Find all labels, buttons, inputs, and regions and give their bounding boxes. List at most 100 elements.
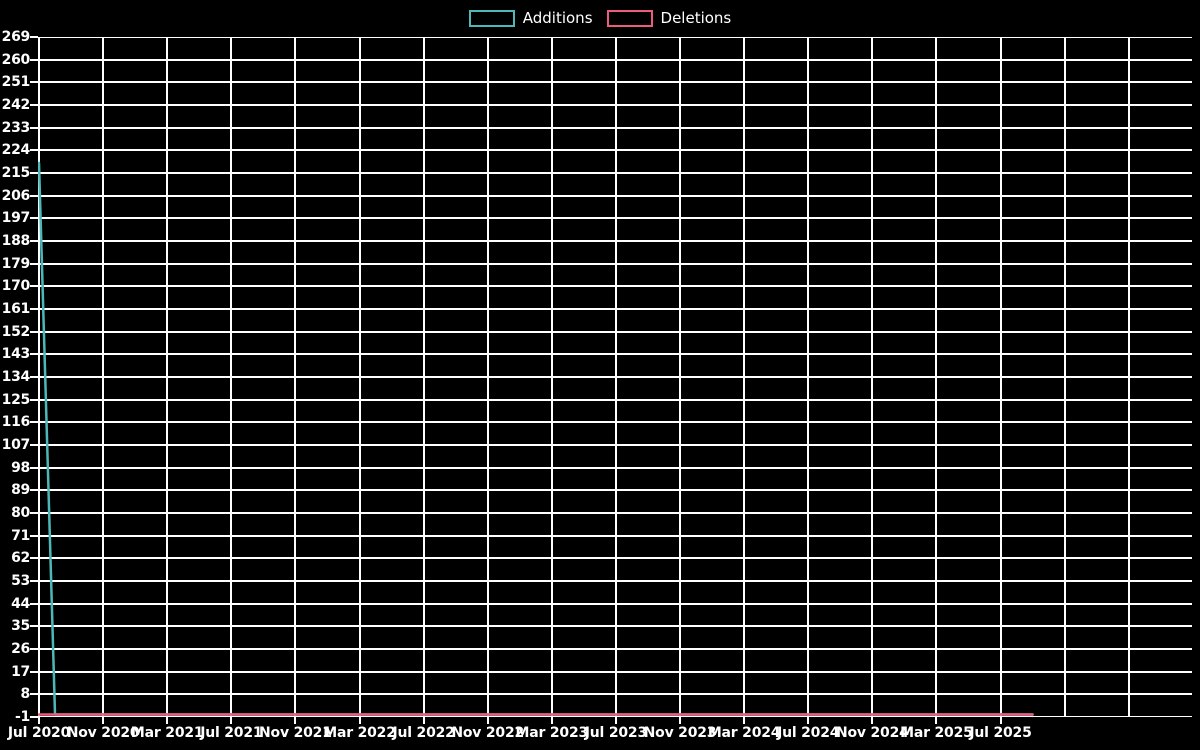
x-tick-mark xyxy=(166,717,169,724)
y-tick-mark xyxy=(30,376,38,378)
legend-label-deletions: Deletions xyxy=(660,8,732,27)
y-tick-mark xyxy=(30,353,38,356)
x-tick-label: Jul 2025 xyxy=(969,725,1032,741)
y-tick-label: 107 xyxy=(1,437,31,453)
x-tick-label: Mar 2021 xyxy=(130,725,204,741)
legend-entry-additions[interactable]: Additions xyxy=(468,8,593,27)
y-tick-mark xyxy=(30,602,38,605)
x-tick-label: Nov 2024 xyxy=(835,725,909,741)
y-tick-mark xyxy=(30,217,38,220)
gridline-vertical xyxy=(38,37,40,717)
gridline-vertical xyxy=(166,37,169,717)
gridline-vertical xyxy=(679,37,681,717)
y-tick-label: 17 xyxy=(11,663,30,680)
legend-label-additions: Additions xyxy=(522,8,593,27)
gridline-vertical xyxy=(743,37,746,717)
y-tick-label: 116 xyxy=(1,414,31,431)
x-tick-mark xyxy=(871,717,874,724)
y-tick-mark xyxy=(30,126,38,129)
y-tick-label: 44 xyxy=(11,595,30,612)
gridline-vertical xyxy=(294,37,297,717)
y-tick-mark xyxy=(30,716,38,718)
x-tick-mark xyxy=(935,717,938,724)
y-tick-label: 134 xyxy=(1,369,31,385)
y-tick-label: 179 xyxy=(1,255,31,272)
gridline-vertical xyxy=(871,37,874,717)
y-tick-mark xyxy=(30,58,38,61)
y-tick-mark xyxy=(30,693,38,696)
y-tick-mark xyxy=(30,625,38,628)
y-tick-label: 233 xyxy=(1,119,31,136)
y-tick-label: 260 xyxy=(1,51,31,68)
y-tick-label: 170 xyxy=(1,278,31,295)
chart-legend: Additions Deletions xyxy=(0,0,1200,36)
gridline-vertical xyxy=(807,37,810,717)
y-tick-mark xyxy=(30,444,38,446)
y-tick-label: 188 xyxy=(1,233,31,249)
y-tick-mark xyxy=(30,557,38,560)
gridline-vertical xyxy=(999,37,1002,717)
y-tick-mark xyxy=(30,262,38,265)
y-tick-mark xyxy=(30,194,38,197)
y-tick-label: 35 xyxy=(11,618,30,635)
x-tick-mark xyxy=(102,717,105,724)
y-tick-mark xyxy=(30,534,38,537)
y-tick-mark xyxy=(30,421,38,424)
y-tick-mark xyxy=(30,81,38,84)
x-tick-label: Jul 2024 xyxy=(777,725,840,741)
gridline-vertical xyxy=(102,37,105,717)
y-tick-label: 161 xyxy=(1,301,31,317)
gridline-vertical xyxy=(1063,37,1066,717)
x-tick-mark xyxy=(550,717,553,724)
legend-swatch-deletions xyxy=(606,9,653,27)
y-tick-label: 251 xyxy=(1,74,31,91)
y-tick-mark xyxy=(30,489,38,492)
gridline-vertical xyxy=(614,37,617,717)
x-tick-mark xyxy=(294,717,297,724)
x-tick-mark xyxy=(679,717,681,724)
x-tick-mark xyxy=(358,717,361,724)
y-tick-mark xyxy=(30,104,38,106)
y-tick-label: 224 xyxy=(1,142,31,159)
y-tick-label: 152 xyxy=(1,323,31,340)
y-tick-mark xyxy=(30,240,38,242)
gridline-vertical xyxy=(422,37,425,717)
x-tick-label: Jul 2022 xyxy=(392,725,455,741)
y-tick-mark xyxy=(30,36,38,38)
y-tick-mark xyxy=(30,512,38,514)
x-tick-label: Jul 2021 xyxy=(200,725,263,741)
y-tick-label: 215 xyxy=(1,165,31,181)
y-tick-label: 206 xyxy=(1,187,31,204)
x-tick-label: Mar 2025 xyxy=(900,725,973,741)
x-tick-label: Nov 2020 xyxy=(66,725,140,741)
x-tick-label: Jul 2023 xyxy=(584,725,647,741)
legend-entry-deletions[interactable]: Deletions xyxy=(606,8,732,27)
x-tick-mark xyxy=(38,717,40,724)
y-tick-label: 71 xyxy=(11,527,30,544)
y-tick-label: 197 xyxy=(1,210,31,227)
x-tick-label: Mar 2022 xyxy=(323,725,396,741)
y-tick-label: 125 xyxy=(1,391,31,408)
y-tick-label: 89 xyxy=(11,482,30,499)
x-tick-label: Mar 2023 xyxy=(515,725,589,741)
gridline-vertical xyxy=(358,37,361,717)
gridline-vertical xyxy=(935,37,938,717)
x-tick-mark xyxy=(486,717,489,724)
y-tick-mark xyxy=(30,172,38,174)
legend-swatch-additions xyxy=(468,9,515,27)
x-tick-mark xyxy=(999,717,1002,724)
y-tick-mark xyxy=(30,648,38,650)
y-tick-mark xyxy=(30,149,38,152)
x-tick-label: Jul 2020 xyxy=(7,725,71,741)
x-tick-label: Nov 2022 xyxy=(451,725,525,741)
y-tick-label: 98 xyxy=(11,459,30,476)
plot-area xyxy=(38,37,1192,717)
y-tick-mark xyxy=(30,330,38,333)
x-tick-label: Mar 2024 xyxy=(707,725,781,741)
x-tick-label: Nov 2023 xyxy=(643,725,717,741)
y-tick-label: 80 xyxy=(11,505,30,521)
y-tick-mark xyxy=(30,285,38,288)
x-tick-mark xyxy=(422,717,425,724)
x-tick-mark xyxy=(614,717,617,724)
y-tick-mark xyxy=(30,580,38,582)
